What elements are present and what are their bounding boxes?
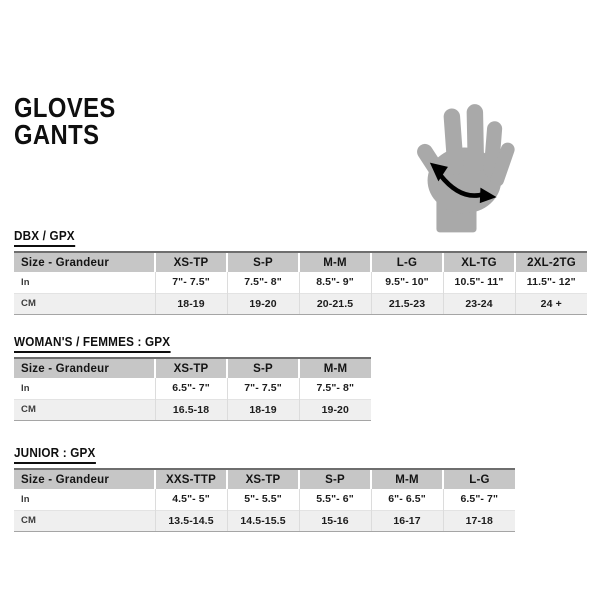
cell-in: 6.5"- 7" [442,489,515,510]
cell-in: 4.5"- 5" [154,489,227,510]
page-title-en: GLOVES [14,92,116,123]
row-label-in: In [14,489,155,510]
column-header: M-M [298,251,371,272]
column-header: M-M [298,357,371,378]
column-header: XS-TP [154,357,227,378]
section-heading-junior-gpx: JUNIOR : GPX [14,445,96,464]
table-row-inches: In 7"- 7.5" 7.5"- 8" 8.5"- 9" 9.5"- 10" … [14,272,587,293]
size-table-dbx-gpx: Size - Grandeur XS-TP S-P M-M L-G XL-TG … [14,251,587,315]
table-header-row: Size - Grandeur XS-TP S-P M-M L-G XL-TG … [14,251,587,272]
hand-circumference-measure-icon [417,104,515,233]
cell-in: 7"- 7.5" [226,378,299,399]
section-heading-womans-gpx: WOMAN'S / FEMMES : GPX [14,334,171,353]
page-title-fr: GANTS [14,119,100,150]
cell-in: 7.5"- 8" [226,272,299,293]
column-header: XS-TP [226,468,299,489]
cell-cm: 23-24 [442,292,515,315]
cell-in: 7"- 7.5" [154,272,227,293]
cell-cm: 19-20 [298,398,371,421]
cell-in: 7.5"- 8" [298,378,371,399]
hand-measurement-illustration [397,91,535,234]
cell-in: 5.5"- 6" [298,489,371,510]
table-row-inches: In 6.5"- 7" 7"- 7.5" 7.5"- 8" [14,378,371,399]
column-header: S-P [298,468,371,489]
cell-cm: 21.5-23 [370,292,443,315]
cell-cm: 24 + [514,292,587,315]
row-label-cm: CM [14,292,155,315]
table-row-cm: CM 13.5-14.5 14.5-15.5 15-16 16-17 17-18 [14,509,515,532]
cell-in: 6"- 6.5" [370,489,443,510]
column-header-size: Size - Grandeur [14,251,155,272]
measure-arrow-icon [429,162,497,204]
cell-cm: 14.5-15.5 [226,509,299,532]
cell-in: 5"- 5.5" [226,489,299,510]
section-heading-dbx-gpx: DBX / GPX [14,228,75,247]
cell-in: 10.5"- 11" [442,272,515,293]
table-row-cm: CM 18-19 19-20 20-21.5 21.5-23 23-24 24 … [14,292,587,315]
size-table-womans-gpx: Size - Grandeur XS-TP S-P M-M In 6.5"- 7… [14,357,371,421]
row-label-cm: CM [14,398,155,421]
cell-cm: 20-21.5 [298,292,371,315]
cell-cm: 15-16 [298,509,371,532]
column-header: L-G [370,251,443,272]
row-label-cm: CM [14,509,155,532]
column-header: S-P [226,357,299,378]
section-junior-gpx: JUNIOR : GPX Size - Grandeur XXS-TTP XS-… [14,444,515,532]
column-header: XXS-TTP [154,468,227,489]
table-header-row: Size - Grandeur XXS-TTP XS-TP S-P M-M L-… [14,468,515,489]
size-table-junior-gpx: Size - Grandeur XXS-TTP XS-TP S-P M-M L-… [14,468,515,532]
row-label-in: In [14,272,155,293]
column-header: S-P [226,251,299,272]
section-womans-gpx: WOMAN'S / FEMMES : GPX Size - Grandeur X… [14,333,371,421]
column-header-size: Size - Grandeur [14,357,155,378]
page-title: GLOVES GANTS [14,92,116,150]
cell-in: 6.5"- 7" [154,378,227,399]
row-label-in: In [14,378,155,399]
cell-cm: 17-18 [442,509,515,532]
column-header: M-M [370,468,443,489]
cell-cm: 16-17 [370,509,443,532]
section-dbx-gpx: DBX / GPX Size - Grandeur XS-TP S-P M-M … [14,227,587,315]
column-header: XL-TG [442,251,515,272]
column-header: XS-TP [154,251,227,272]
cell-in: 11.5"- 12" [514,272,587,293]
cell-in: 8.5"- 9" [298,272,371,293]
table-row-inches: In 4.5"- 5" 5"- 5.5" 5.5"- 6" 6"- 6.5" 6… [14,489,515,510]
column-header: L-G [442,468,515,489]
cell-cm: 13.5-14.5 [154,509,227,532]
cell-in: 9.5"- 10" [370,272,443,293]
cell-cm: 19-20 [226,292,299,315]
table-header-row: Size - Grandeur XS-TP S-P M-M [14,357,371,378]
cell-cm: 18-19 [226,398,299,421]
column-header: 2XL-2TG [514,251,587,272]
column-header-size: Size - Grandeur [14,468,155,489]
table-row-cm: CM 16.5-18 18-19 19-20 [14,398,371,421]
cell-cm: 16.5-18 [154,398,227,421]
cell-cm: 18-19 [154,292,227,315]
